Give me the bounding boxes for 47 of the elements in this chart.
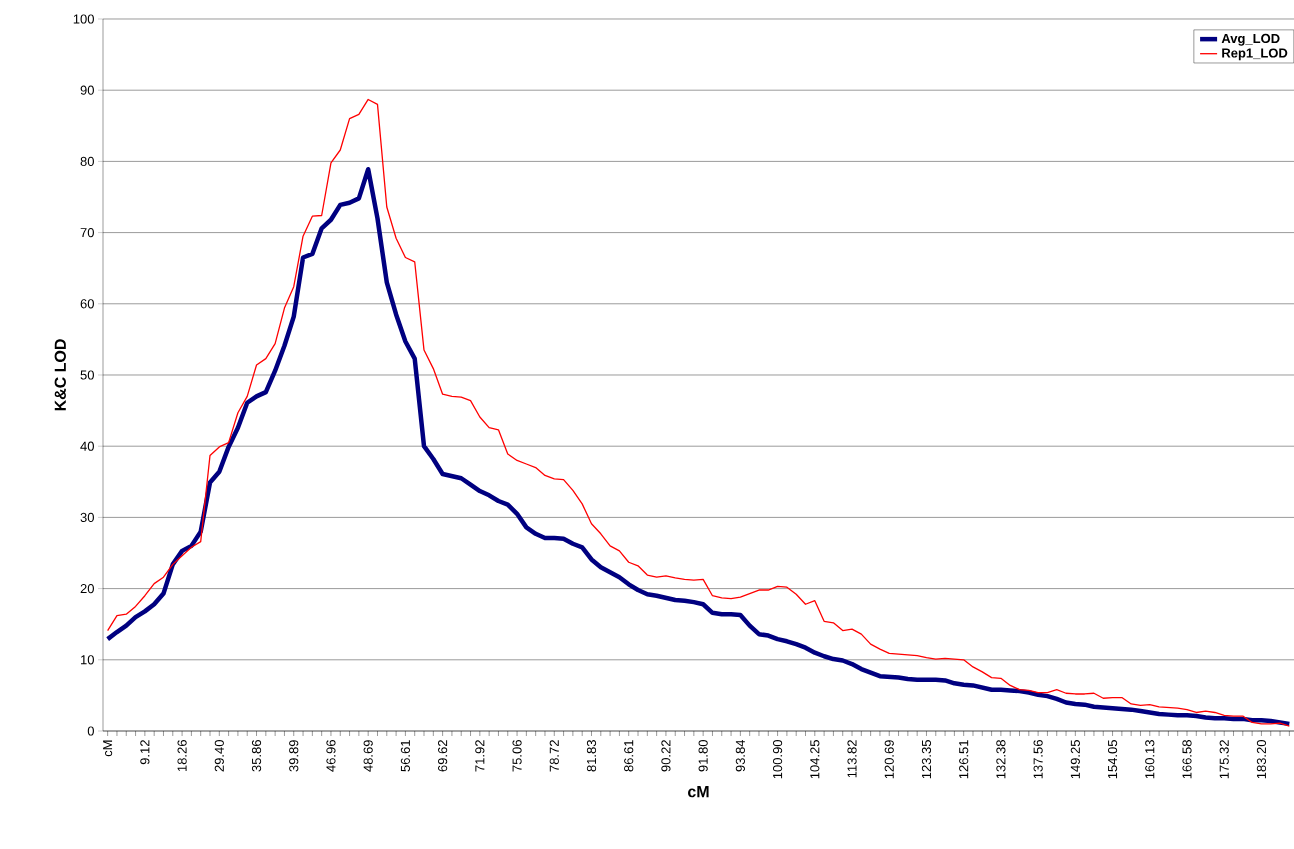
- y-tick-label: 0: [87, 726, 94, 736]
- x-tick-label: 35.86: [251, 740, 262, 772]
- y-tick-label: 70: [80, 227, 94, 238]
- legend-label: Avg_LOD: [1221, 33, 1280, 46]
- x-tick-label: 166.58: [1182, 740, 1192, 779]
- legend-label: Rep1_LOD: [1222, 48, 1288, 61]
- x-tick-label: 39.89: [289, 740, 299, 772]
- x-tick-label: 183.20: [1256, 740, 1267, 779]
- x-tick-label: 91.80: [698, 740, 708, 772]
- x-tick-label: 100.90: [772, 740, 783, 779]
- y-tick-label: 100: [73, 14, 94, 24]
- x-tick-label: 90.22: [661, 740, 671, 772]
- x-tick-label: 149.25: [1070, 740, 1080, 779]
- x-tick-label: 154.05: [1107, 740, 1118, 779]
- y-tick-label: 20: [80, 583, 94, 594]
- x-tick-label: 69.62: [438, 740, 448, 772]
- x-tick-label: 137.56: [1033, 740, 1043, 779]
- x-tick-label: 56.61: [400, 740, 410, 772]
- x-tick-label: 81.83: [586, 740, 597, 772]
- y-tick-label: 50: [80, 370, 94, 380]
- y-tick-label: 40: [80, 441, 94, 451]
- x-tick-label: 78.72: [549, 740, 559, 772]
- x-tick-label: 123.35: [921, 740, 932, 779]
- x-tick-label: 160.13: [1145, 740, 1155, 779]
- x-tick-label: 104.25: [810, 740, 820, 779]
- x-axis-title: cM: [688, 786, 709, 798]
- x-tick-label: 48.69: [363, 740, 373, 772]
- x-tick-label: 126.51: [959, 740, 969, 779]
- x-tick-label: 132.38: [996, 740, 1006, 779]
- x-tick-label: 86.61: [624, 740, 634, 772]
- y-tick-label: 10: [81, 655, 94, 665]
- x-tick-label: 93.84: [735, 739, 745, 772]
- x-tick-label: 29.40: [214, 740, 224, 772]
- y-tick-label: 30: [80, 512, 94, 522]
- y-tick-label: 60: [80, 299, 94, 309]
- x-tick-label: 71.92: [475, 740, 485, 772]
- x-tick-label: 18.26: [177, 740, 187, 772]
- x-tick-label: 46.96: [326, 740, 336, 772]
- x-tick-label: 175.32: [1219, 740, 1229, 779]
- x-tick-label: 75.06: [512, 740, 522, 772]
- x-tick-label: 113.82: [847, 740, 857, 778]
- x-tick-label: cM: [103, 740, 113, 757]
- y-tick-label: 80: [80, 156, 94, 166]
- y-axis-title: K&C LOD: [54, 339, 66, 411]
- y-tick-label: 90: [80, 85, 94, 95]
- x-tick-label: 9.12: [140, 740, 150, 765]
- x-tick-label: 120.69: [884, 740, 894, 779]
